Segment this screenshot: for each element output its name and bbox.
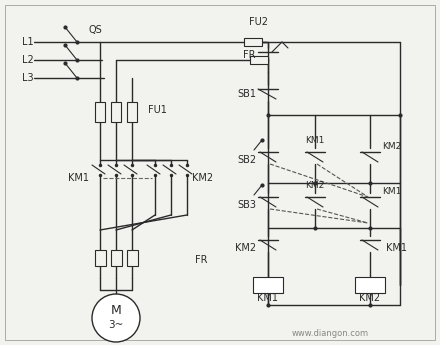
Text: L1: L1 [22, 37, 33, 47]
Text: FR: FR [195, 255, 208, 265]
Bar [95, 102, 105, 122]
Bar [111, 102, 121, 122]
Text: FR: FR [243, 50, 256, 60]
Text: FU1: FU1 [148, 105, 167, 115]
Text: L3: L3 [22, 73, 33, 83]
Text: KM1: KM1 [257, 293, 279, 303]
Text: QS: QS [88, 25, 102, 35]
Text: SB2: SB2 [237, 155, 256, 165]
Text: KM2: KM2 [359, 293, 381, 303]
Bar [127, 102, 137, 122]
Text: SB1: SB1 [237, 89, 256, 99]
Bar [244, 38, 262, 46]
Bar [355, 277, 385, 293]
Text: FU2: FU2 [249, 17, 268, 27]
Text: M: M [110, 305, 121, 317]
Text: KM2: KM2 [235, 243, 256, 253]
Bar [253, 277, 283, 293]
Bar [110, 250, 121, 266]
Text: KM1: KM1 [305, 136, 325, 145]
Text: KM2: KM2 [305, 180, 325, 189]
Text: KM2: KM2 [192, 173, 213, 183]
Circle shape [92, 294, 140, 342]
Text: KM1: KM1 [382, 187, 402, 196]
Text: L2: L2 [22, 55, 34, 65]
Text: KM2: KM2 [382, 141, 402, 150]
Text: KM1: KM1 [386, 243, 407, 253]
Bar [127, 250, 138, 266]
Bar [95, 250, 106, 266]
Text: SB3: SB3 [237, 200, 256, 210]
Bar [250, 56, 268, 64]
Text: www.diangon.com: www.diangon.com [291, 328, 369, 337]
Text: KM1: KM1 [67, 173, 88, 183]
Text: 3~: 3~ [108, 320, 124, 330]
